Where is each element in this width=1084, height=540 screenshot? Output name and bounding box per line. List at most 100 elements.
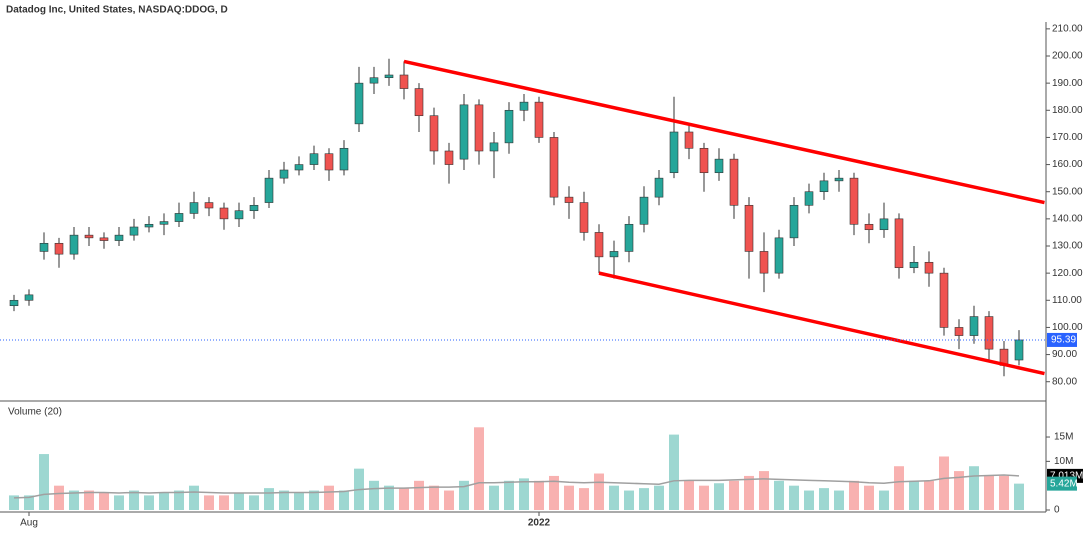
volume-tick-label: 10M (1054, 456, 1073, 467)
candle-body (924, 261, 934, 274)
candle-body (834, 177, 844, 182)
volume-bar (969, 466, 979, 510)
volume-bar (174, 490, 184, 510)
volume-bar (189, 485, 199, 510)
volume-bar (114, 495, 124, 510)
volume-bar (669, 434, 679, 510)
candle-body (684, 131, 694, 149)
volume-bar (819, 488, 829, 510)
candle-body (849, 177, 859, 225)
volume-bar (954, 471, 964, 510)
volume-bar (984, 475, 994, 510)
candle-body (519, 101, 529, 111)
candle-body (459, 104, 469, 160)
volume-bar (1014, 483, 1024, 510)
candle-body (84, 234, 94, 239)
y-tick-label: 90.00 (1052, 349, 1077, 360)
candle-body (864, 223, 874, 231)
candle-body (54, 242, 64, 255)
volume-bar (129, 490, 139, 510)
y-tick-label: 110.00 (1052, 295, 1082, 306)
volume-bar (39, 454, 49, 510)
volume-bar (609, 485, 619, 510)
volume-bar (9, 495, 19, 510)
candle-body (699, 147, 709, 174)
candle-body (714, 158, 724, 174)
volume-title: Volume (20) (8, 407, 62, 418)
volume-bar (639, 488, 649, 510)
candle-body (339, 147, 349, 171)
volume-bar (474, 427, 484, 510)
volume-bar (309, 490, 319, 510)
candle-body (399, 74, 409, 89)
volume-bar (729, 480, 739, 510)
trend-line (403, 59, 1045, 205)
volume-bar (759, 471, 769, 510)
candle-body (159, 221, 169, 225)
candle-body (1014, 339, 1024, 361)
volume-bar (219, 495, 229, 510)
volume-bar (204, 495, 214, 510)
candle-body (564, 196, 574, 203)
candle-body (114, 234, 124, 241)
price-label-box (1047, 332, 1077, 347)
volume-bar (804, 490, 814, 510)
volume-bar (459, 480, 469, 510)
y-tick-label: 190.00 (1052, 78, 1083, 89)
candle-body (819, 180, 829, 193)
y-tick-label: 160.00 (1052, 159, 1083, 170)
candle-body (504, 109, 514, 144)
candle-body (549, 137, 559, 198)
volume-bar (909, 480, 919, 510)
volume-bar (69, 490, 79, 510)
volume-bar (99, 492, 109, 510)
volume-bar (774, 480, 784, 510)
volume-label-box (1047, 476, 1077, 491)
volume-bar (939, 456, 949, 510)
volume-label: 5.42M (1050, 478, 1078, 489)
volume-bar (24, 495, 34, 510)
volume-bar (324, 485, 334, 510)
volume-bar (894, 466, 904, 510)
candle-body (249, 204, 259, 212)
y-tick-label: 130.00 (1052, 241, 1083, 252)
candle-body (534, 101, 544, 138)
volume-bar (684, 480, 694, 510)
volume-bar (159, 492, 169, 510)
candle-body (654, 177, 664, 198)
y-tick-label: 150.00 (1052, 186, 1083, 197)
candle-body (609, 251, 619, 258)
ma-label: 7.013M (1050, 471, 1083, 482)
x-tick-label: Aug (20, 518, 38, 529)
candle-body (954, 327, 964, 336)
volume-bar (414, 480, 424, 510)
candle-body (354, 82, 364, 125)
candle-body (594, 232, 604, 258)
candle-body (879, 218, 889, 231)
candle-body (969, 316, 979, 336)
candle-body (729, 158, 739, 206)
candle-body (744, 204, 754, 252)
volume-bar (849, 480, 859, 510)
candle-body (324, 153, 334, 171)
y-tick-label: 200.00 (1052, 51, 1083, 62)
candle-body (429, 115, 439, 152)
volume-bar (429, 485, 439, 510)
volume-bar (879, 490, 889, 510)
volume-bar (444, 490, 454, 510)
candle-body (204, 202, 214, 209)
candle-body (234, 210, 244, 220)
volume-bar (234, 492, 244, 510)
candle-body (984, 316, 994, 350)
candle-body (909, 261, 919, 269)
candle-body (894, 218, 904, 269)
volume-bar (834, 490, 844, 510)
y-tick-label: 120.00 (1052, 268, 1083, 279)
volume-bar (564, 485, 574, 510)
candle-body (474, 104, 484, 152)
volume-ma-line (13, 474, 1020, 499)
volume-bar (744, 475, 754, 510)
volume-bar (534, 480, 544, 510)
